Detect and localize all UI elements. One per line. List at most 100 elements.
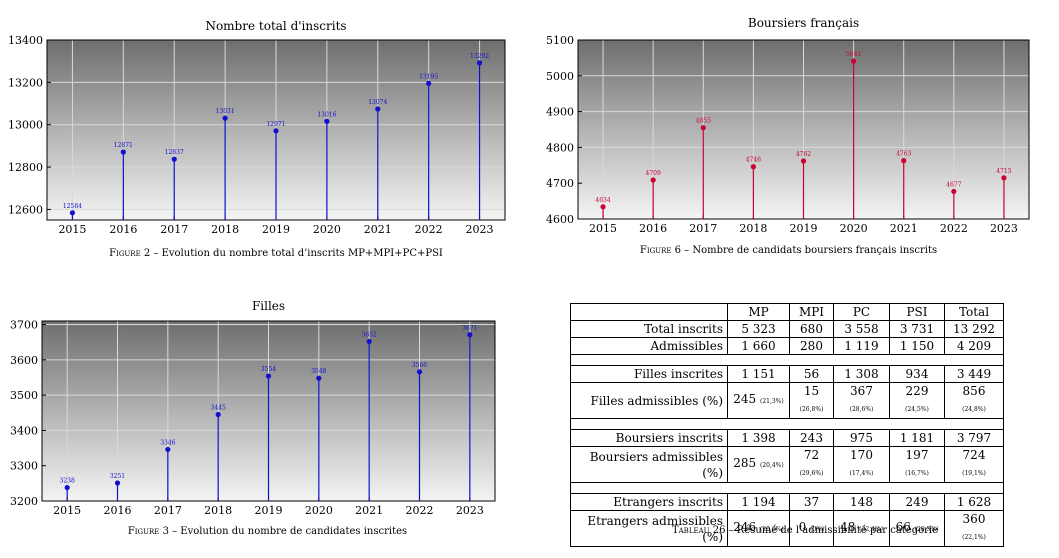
stem-marker: [901, 158, 907, 164]
data-label: 3652: [362, 331, 377, 338]
data-label: 4855: [696, 118, 711, 125]
cell-percentage: (20,6%): [759, 526, 784, 533]
y-tick-label: 3200: [10, 495, 38, 508]
cell-percentage: (24,8%): [962, 406, 986, 413]
x-tick-label: 2016: [639, 222, 667, 235]
table-row: Boursiers inscrits 1 398 243 975 1 181 3 797: [570, 429, 1004, 447]
cell-percentage: (26,5%): [914, 526, 939, 533]
data-label: 13195: [419, 73, 438, 80]
stem-marker: [476, 60, 483, 66]
data-label: 3445: [211, 405, 226, 412]
table-header-row: MP MPI PC PSI Total: [570, 303, 1004, 321]
y-tick-label: 12800: [8, 161, 43, 174]
row-label: Boursiers admissibles (%): [570, 446, 728, 483]
table-cell: 285 (20,4%): [727, 446, 790, 483]
stem-marker: [951, 188, 957, 195]
x-tick-label: 2018: [211, 223, 239, 236]
cell-value: 5 323: [741, 322, 776, 336]
table-corner-cell: [570, 303, 728, 321]
cell-percentage: (0%): [810, 526, 825, 533]
cell-percentage: (22,1%): [962, 534, 986, 541]
x-tick-label: 2017: [154, 504, 182, 517]
stem-marker: [600, 204, 606, 210]
table-cell: 856 (24,8%): [944, 382, 1004, 419]
cell-percentage: (32,4%): [859, 526, 883, 533]
stem-marker: [650, 177, 656, 183]
y-tick-label: 3500: [10, 389, 38, 402]
cell-value: 3 558: [844, 322, 879, 336]
data-label: 4762: [796, 151, 811, 158]
row-label: Filles inscrites: [570, 365, 728, 383]
cell-percentage: (17,4%): [849, 470, 874, 477]
x-tick-label: 2020: [305, 504, 333, 517]
cell-percentage: (29,6%): [799, 470, 824, 477]
cell-value: 1 150: [899, 339, 935, 353]
y-tick-label: 3400: [10, 424, 38, 437]
y-tick-label: 3600: [10, 354, 38, 367]
cell-value: 48: [840, 520, 856, 534]
table-cell: 148: [833, 493, 890, 511]
table-cell: 1 628: [944, 493, 1004, 511]
table-spacer-row: [570, 354, 1004, 366]
data-label: 12871: [114, 142, 133, 149]
x-tick-label: 2018: [739, 222, 767, 235]
data-label: 13016: [317, 111, 336, 118]
x-tick-label: 2019: [790, 222, 818, 235]
x-tick-label: 2019: [255, 504, 283, 517]
table-cell: 229 (24,5%): [889, 382, 945, 419]
data-label: 5041: [846, 51, 861, 58]
table-cell: 3 731: [889, 320, 945, 338]
cell-value: 13 292: [953, 322, 995, 336]
y-tick-label: 13200: [8, 76, 43, 89]
column-header: Total: [944, 303, 1004, 321]
cell-value: 1 181: [899, 431, 935, 445]
x-tick-label: 2015: [589, 222, 617, 235]
stem-marker: [316, 375, 322, 381]
table-cell: 243: [789, 429, 834, 447]
data-label: 3548: [311, 368, 326, 375]
stem-marker: [800, 158, 807, 164]
table-row: Boursiers admissibles (%) 285 (20,4%) 72 (…: [570, 446, 1004, 483]
y-tick-label: 13400: [8, 34, 43, 47]
table-cell: 72 (29,6%): [789, 446, 834, 483]
table-cell: 3 797: [944, 429, 1004, 447]
table-cell: 280: [789, 337, 834, 355]
row-label: Filles admissibles (%): [570, 382, 728, 419]
cell-value: 285: [733, 456, 757, 470]
table-cell: 680: [789, 320, 834, 338]
x-tick-label: 2020: [313, 223, 341, 236]
cell-value: 1 119: [844, 339, 879, 353]
table-cell: 170 (17,4%): [833, 446, 890, 483]
cell-value: 934: [905, 367, 929, 381]
data-label: 4677: [946, 181, 961, 188]
cell-value: 280: [800, 339, 823, 353]
x-tick-label: 2023: [456, 504, 484, 517]
chart-title: Filles: [252, 299, 285, 313]
y-tick-label: 3300: [10, 460, 38, 473]
stem-marker: [467, 332, 473, 338]
table-spacer-row: [570, 418, 1004, 430]
table-cell: 66 (26,5%): [889, 510, 945, 547]
table-cell: 724 (19,1%): [944, 446, 1004, 483]
cell-value: 724: [962, 448, 986, 462]
data-label: 12584: [63, 203, 82, 210]
cell-value: 66: [895, 520, 911, 534]
y-tick-label: 4600: [546, 213, 574, 226]
table-cell: 197 (16,7%): [889, 446, 945, 483]
data-label: 12971: [266, 121, 285, 128]
cell-value: 360: [962, 512, 986, 526]
data-label: 12837: [165, 149, 184, 156]
stem-marker: [120, 149, 126, 155]
cell-value: 1 628: [956, 495, 992, 509]
stem-marker: [375, 106, 381, 112]
cell-value: 3 449: [956, 367, 992, 381]
x-tick-label: 2020: [840, 222, 868, 235]
x-tick-label: 2022: [940, 222, 968, 235]
data-label: 4709: [646, 170, 661, 177]
x-tick-label: 2016: [104, 504, 132, 517]
y-tick-label: 5000: [546, 70, 574, 83]
cell-value: 15: [803, 384, 820, 398]
x-tick-label: 2015: [53, 504, 81, 517]
cell-value: 3 731: [899, 322, 935, 336]
